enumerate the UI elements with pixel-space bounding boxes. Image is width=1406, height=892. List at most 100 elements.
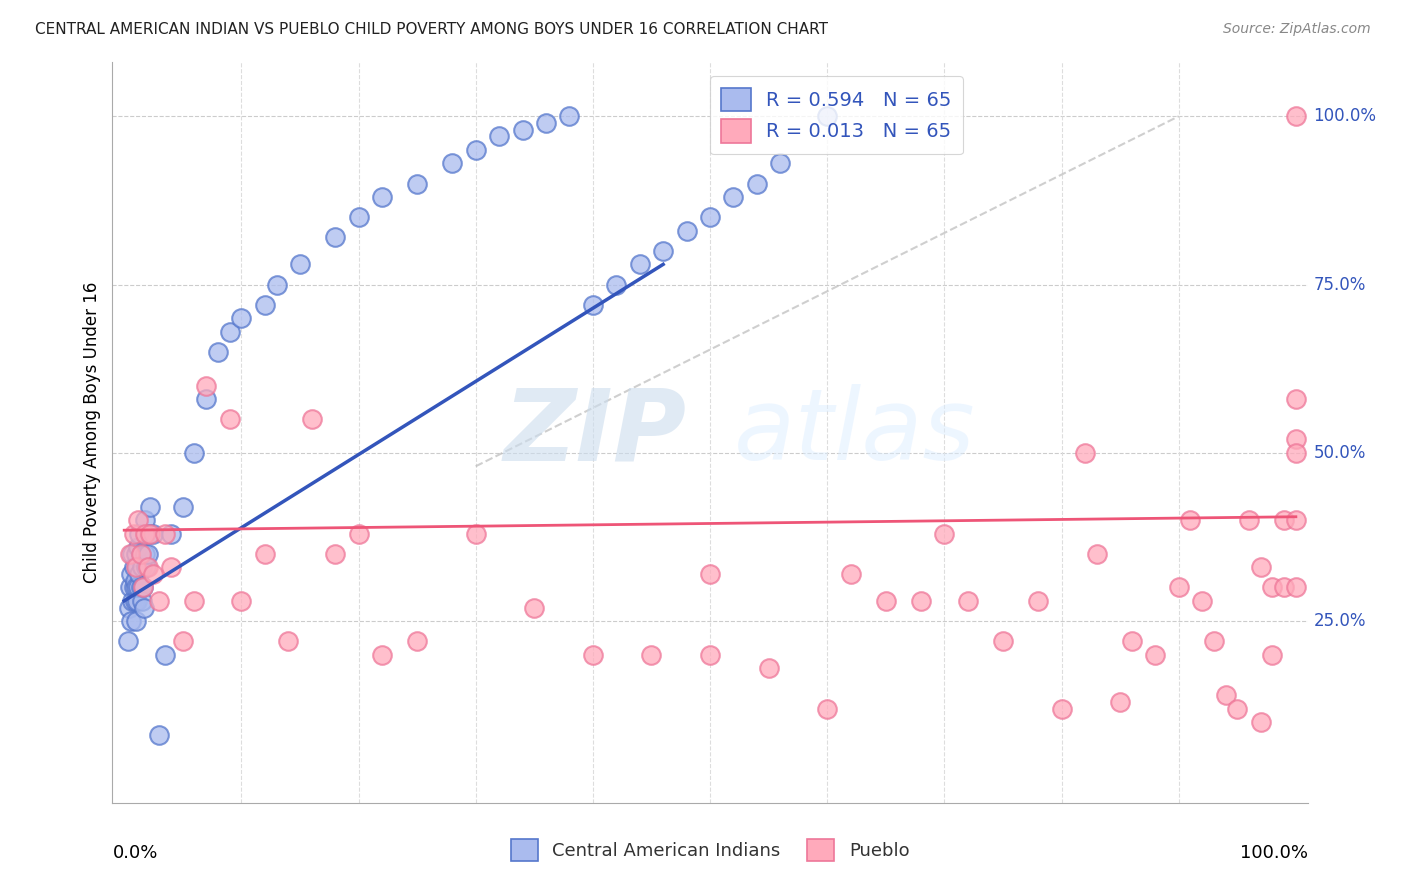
Point <box>1026 594 1049 608</box>
Text: ZIP: ZIP <box>503 384 686 481</box>
Point <box>1050 701 1073 715</box>
Point <box>1272 581 1295 595</box>
Point <box>160 526 183 541</box>
Point <box>266 277 288 292</box>
Point <box>120 614 142 628</box>
Point <box>122 526 145 541</box>
Point <box>118 600 141 615</box>
Point <box>148 594 170 608</box>
Text: atlas: atlas <box>734 384 976 481</box>
Point <box>127 594 149 608</box>
Point <box>464 143 486 157</box>
Point <box>120 581 141 595</box>
Point <box>991 634 1014 648</box>
Point <box>323 230 346 244</box>
Point <box>441 156 464 170</box>
Point <box>1167 581 1189 595</box>
Point <box>142 526 165 541</box>
Point <box>155 526 177 541</box>
Point <box>758 661 780 675</box>
Point <box>124 574 146 588</box>
Point <box>125 547 148 561</box>
Point <box>1237 513 1260 527</box>
Point <box>1272 513 1295 527</box>
Point <box>371 648 394 662</box>
Point <box>1261 648 1284 662</box>
Point <box>699 648 721 662</box>
Point <box>231 311 253 326</box>
Point <box>218 325 240 339</box>
Point <box>839 566 862 581</box>
Text: 25.0%: 25.0% <box>1313 612 1367 630</box>
Point <box>406 177 429 191</box>
Point <box>125 560 148 574</box>
Point <box>125 581 148 595</box>
Point <box>120 547 141 561</box>
Point <box>1144 648 1167 662</box>
Point <box>288 257 311 271</box>
Point <box>1202 634 1225 648</box>
Text: 0.0%: 0.0% <box>112 844 157 862</box>
Point <box>172 500 194 514</box>
Point <box>183 594 205 608</box>
Point <box>139 500 162 514</box>
Point <box>207 344 229 359</box>
Point <box>1191 594 1213 608</box>
Point <box>131 560 153 574</box>
Text: 100.0%: 100.0% <box>1240 844 1308 862</box>
Point <box>117 634 139 648</box>
Point <box>875 594 897 608</box>
Point <box>132 581 155 595</box>
Point <box>582 298 605 312</box>
Y-axis label: Child Poverty Among Boys Under 16: Child Poverty Among Boys Under 16 <box>83 282 101 583</box>
Point <box>142 566 165 581</box>
Point <box>582 648 605 662</box>
Point <box>815 109 838 123</box>
Point <box>640 648 662 662</box>
Point <box>323 547 346 561</box>
Point <box>121 547 143 561</box>
Point <box>122 581 145 595</box>
Point <box>675 224 697 238</box>
Point <box>129 547 152 561</box>
Point <box>512 122 534 136</box>
Point <box>371 190 394 204</box>
Point <box>134 547 156 561</box>
Point <box>121 594 143 608</box>
Text: 100.0%: 100.0% <box>1313 107 1376 125</box>
Point <box>218 412 240 426</box>
Point <box>1285 109 1308 123</box>
Point <box>231 594 253 608</box>
Point <box>1121 634 1143 648</box>
Point <box>132 581 155 595</box>
Point <box>132 600 156 615</box>
Point <box>183 446 205 460</box>
Point <box>1285 581 1308 595</box>
Point <box>815 701 838 715</box>
Point <box>138 526 160 541</box>
Point <box>699 211 721 225</box>
Point <box>195 378 218 392</box>
Point <box>347 211 370 225</box>
Point <box>253 547 276 561</box>
Text: 50.0%: 50.0% <box>1313 444 1367 462</box>
Text: Source: ZipAtlas.com: Source: ZipAtlas.com <box>1223 22 1371 37</box>
Point <box>1285 446 1308 460</box>
Point <box>127 560 149 574</box>
Point <box>136 560 159 574</box>
Point <box>172 634 194 648</box>
Point <box>195 392 218 406</box>
Point <box>558 109 581 123</box>
Point <box>253 298 276 312</box>
Point <box>127 540 149 554</box>
Point <box>127 513 149 527</box>
Point <box>628 257 651 271</box>
Point <box>129 581 152 595</box>
Point <box>523 600 546 615</box>
Point <box>127 581 149 595</box>
Point <box>1261 581 1284 595</box>
Point <box>134 526 156 541</box>
Text: 75.0%: 75.0% <box>1313 276 1367 293</box>
Point <box>1074 446 1097 460</box>
Point <box>910 594 932 608</box>
